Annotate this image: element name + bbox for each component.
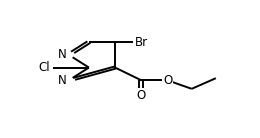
Text: Br: Br	[135, 36, 148, 49]
Text: O: O	[137, 89, 146, 102]
Text: N: N	[58, 74, 67, 87]
Text: Cl: Cl	[39, 61, 50, 74]
Text: O: O	[163, 74, 172, 87]
Text: N: N	[58, 48, 67, 61]
